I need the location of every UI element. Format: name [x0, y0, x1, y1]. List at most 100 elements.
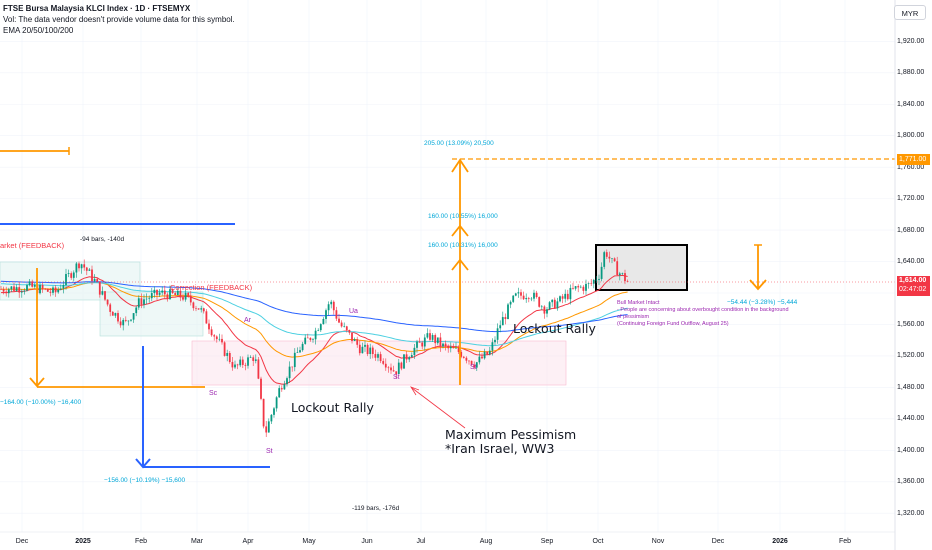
candle-body [140, 298, 143, 305]
y-tick-label: 1,360.00 [897, 478, 925, 486]
candle-body [286, 378, 288, 385]
candle-body [218, 338, 221, 340]
indicator-legend[interactable]: EMA 20/50/100/200 [3, 26, 74, 35]
currency-button[interactable]: MYR [894, 5, 926, 20]
candle-body [564, 293, 567, 299]
candle-body [551, 299, 554, 303]
y-tick-label: 1,520.00 [897, 352, 925, 360]
candle-body [369, 347, 372, 355]
candle-body [153, 289, 156, 294]
candle-body [577, 286, 580, 288]
orange-up-arrowhead-3 [451, 258, 469, 271]
candle-body [621, 273, 624, 274]
candle-body [179, 290, 182, 298]
candle-body [377, 354, 379, 358]
candle-body [54, 287, 57, 293]
candle-body [111, 311, 114, 316]
candle-body [418, 341, 421, 343]
y-tick-label: 1,760.00 [897, 163, 925, 171]
candle-body [41, 285, 44, 289]
candle-body [280, 388, 283, 390]
candle-body [166, 294, 169, 300]
candle-body [522, 295, 525, 300]
candle-body [148, 298, 151, 299]
candle-body [587, 283, 590, 285]
candle-body [163, 290, 166, 295]
candle-body [119, 321, 122, 326]
candle-body [122, 319, 125, 326]
candle-body [158, 292, 161, 295]
candle-body [447, 345, 450, 349]
chart-title[interactable]: FTSE Bursa Malaysia KLCI Index · 1D · FT… [3, 4, 191, 13]
candle-body [283, 384, 286, 390]
candle-body [366, 344, 369, 355]
candle-body [434, 335, 437, 344]
candle-body [374, 354, 377, 358]
candle-body [59, 288, 62, 290]
candle-body [213, 335, 216, 337]
candle-body [109, 304, 112, 312]
candle-body [254, 359, 257, 361]
candle-body [535, 292, 538, 298]
candle-body [548, 302, 551, 310]
y-tick-label: 1,920.00 [897, 37, 925, 45]
candle-body [15, 287, 18, 291]
candle-body [525, 298, 528, 300]
ema-20-line [0, 274, 628, 385]
candle-body [288, 366, 291, 379]
measure-160b-label: 160.00 (10.31%) 16,000 [428, 242, 498, 249]
candle-body [252, 357, 255, 361]
bull-note-4: (Continuing Foreign Fund Outflow, August… [617, 321, 729, 327]
candle-body [145, 298, 148, 300]
y-tick-label: 1,640.00 [897, 258, 925, 266]
candle-body [574, 286, 577, 289]
candle-body [241, 359, 244, 365]
candle-body [397, 362, 400, 375]
candle-body [462, 356, 465, 358]
candle-body [169, 289, 171, 300]
candle-body [613, 258, 616, 262]
candle-body [260, 378, 262, 399]
lockout-rally-label-1: Lockout Rally [291, 400, 374, 415]
candle-body [257, 359, 260, 379]
candle-body [436, 337, 439, 344]
candle-body [501, 317, 504, 326]
candle-body [83, 264, 86, 268]
candle-body [291, 366, 294, 368]
candle-body [192, 302, 195, 309]
candle-body [626, 281, 629, 282]
candle-body [28, 281, 31, 286]
candle-body [137, 298, 140, 308]
candle-body [106, 299, 109, 305]
candle-body [624, 273, 626, 282]
candle-body [239, 359, 242, 366]
candle-body [265, 426, 268, 433]
candle-body [330, 301, 333, 305]
candle-body [371, 347, 374, 355]
x-tick-label: May [302, 538, 316, 545]
candle-body [215, 336, 218, 340]
x-tick-label: Jun [361, 538, 373, 545]
candle-body [46, 288, 49, 292]
candle-body [533, 292, 535, 299]
max-pessimism-label: Maximum Pessimism [445, 427, 577, 442]
candle-body [325, 310, 327, 319]
orange-up-arrowhead-1 [451, 158, 469, 173]
candle-body [210, 329, 213, 336]
ema-100-line [0, 282, 628, 347]
iran-israel-label: *Iran Israel, WW3 [445, 441, 555, 456]
x-tick-label: 2025 [75, 538, 91, 545]
candle-body [132, 313, 135, 320]
candle-body [127, 320, 130, 322]
x-tick-label: Apr [242, 538, 254, 545]
candle-body [455, 347, 457, 349]
candle-body [416, 341, 418, 348]
candle-body [431, 335, 434, 340]
pessimism-pointer [411, 387, 466, 429]
candle-body [72, 272, 75, 278]
candle-body [57, 289, 60, 293]
bull-note-2: - People are concerning about overbought… [617, 307, 789, 313]
candle-body [387, 367, 390, 369]
candle-body [585, 283, 587, 291]
